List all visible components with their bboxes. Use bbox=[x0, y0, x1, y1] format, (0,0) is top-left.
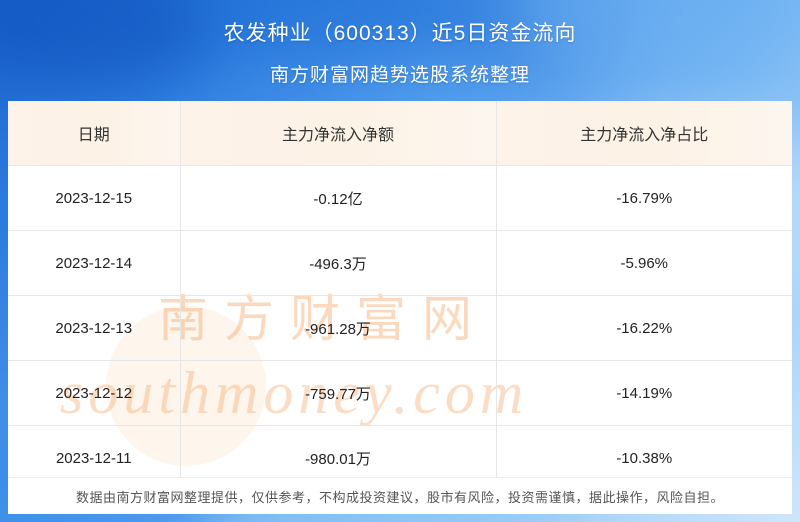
cell-date: 2023-12-15 bbox=[8, 165, 181, 231]
page-header: 农发种业（600313）近5日资金流向 南方财富网趋势选股系统整理 bbox=[0, 0, 800, 100]
disclaimer-text: 数据由南方财富网整理提供，仅供参考，不构成投资建议，股市有风险，投资需谨慎，据此… bbox=[75, 489, 724, 505]
cell-net-ratio: -16.22% bbox=[496, 295, 792, 361]
table-row: 2023-12-14 -496.3万 -5.96% bbox=[8, 230, 792, 296]
cell-net-ratio: -10.38% bbox=[616, 449, 673, 467]
disclaimer-bar: 数据由南方财富网整理提供，仅供参考，不构成投资建议，股市有风险，投资需谨慎，据此… bbox=[8, 477, 792, 514]
cell-net-ratio: -5.96% bbox=[496, 230, 792, 296]
fund-flow-card: 南方财富网 southmoney.com 日期 主力净流入净额 主力净流入净占比… bbox=[8, 101, 792, 513]
table-body: 2023-12-15 -0.12亿 -16.79% 2023-12-14 -49… bbox=[8, 165, 792, 490]
table-row: 2023-12-15 -0.12亿 -16.79% bbox=[8, 165, 792, 231]
table-row: 2023-12-12 -759.77万 -14.19% bbox=[8, 360, 792, 426]
cell-net-inflow: -0.12亿 bbox=[180, 165, 497, 231]
page-subtitle: 南方财富网趋势选股系统整理 bbox=[269, 65, 530, 86]
cell-net-ratio: -16.79% bbox=[496, 165, 792, 231]
table-row: 2023-12-13 -961.28万 -16.22% bbox=[8, 295, 792, 361]
cell-date: 2023-12-12 bbox=[8, 360, 181, 426]
cell-net-inflow: -961.28万 bbox=[180, 295, 497, 361]
cell-date: 2023-12-13 bbox=[8, 295, 181, 361]
cell-net-inflow: -759.77万 bbox=[180, 360, 497, 426]
column-header-date: 日期 bbox=[8, 101, 181, 166]
cell-net-inflow: -496.3万 bbox=[180, 230, 497, 296]
column-header-net-ratio: 主力净流入净占比 bbox=[496, 101, 792, 166]
cell-net-ratio: -14.19% bbox=[496, 360, 792, 426]
page-title: 农发种业（600313）近5日资金流向 bbox=[223, 22, 577, 45]
column-header-net-inflow: 主力净流入净额 bbox=[180, 101, 497, 166]
cell-date: 2023-12-14 bbox=[8, 230, 181, 296]
table-header: 日期 主力净流入净额 主力净流入净占比 bbox=[8, 101, 792, 166]
table-header-row: 日期 主力净流入净额 主力净流入净占比 bbox=[8, 101, 792, 166]
fund-flow-table: 日期 主力净流入净额 主力净流入净占比 2023-12-15 -0.12亿 -1… bbox=[8, 101, 792, 490]
